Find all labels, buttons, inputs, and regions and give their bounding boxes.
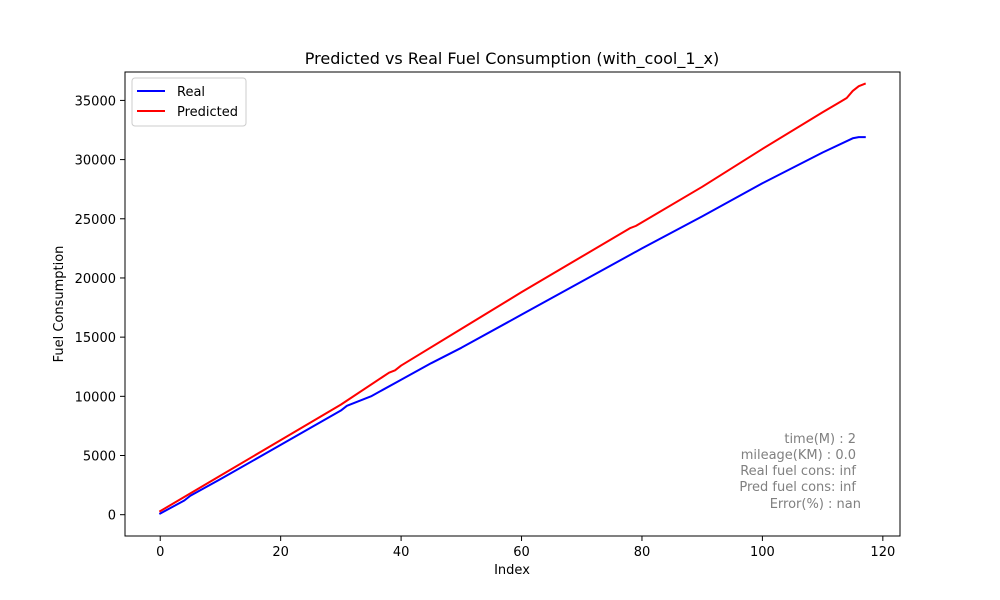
- y-tick-label: 35000: [75, 94, 116, 109]
- series-layer: [158, 82, 867, 515]
- stats-annotation: time(M) : 2 mileage(KM) : 0.0 Real fuel …: [739, 432, 861, 512]
- x-tick-label: 100: [750, 545, 775, 560]
- x-tick-label: 40: [393, 545, 410, 560]
- y-tick-label: 25000: [75, 213, 116, 228]
- x-tick-label: 20: [272, 545, 289, 560]
- y-tick-label: 30000: [75, 154, 116, 169]
- x-tick-label: 60: [513, 545, 530, 560]
- y-tick-label: 15000: [75, 331, 116, 346]
- y-axis-label: Fuel Consumption: [52, 246, 67, 363]
- x-tick-label: 0: [156, 545, 164, 560]
- chart-title: Predicted vs Real Fuel Consumption (with…: [305, 49, 719, 69]
- x-tick-label: 120: [870, 545, 895, 560]
- legend-label-real: Real: [177, 85, 205, 100]
- plot-area-frame: [124, 71, 901, 537]
- series-line-predicted: [158, 82, 867, 513]
- legend-label-predicted: Predicted: [177, 105, 238, 120]
- y-tick-label: 0: [108, 509, 116, 524]
- x-tick-label: 80: [634, 545, 651, 560]
- annotation-time: time(M) : 2: [784, 432, 856, 447]
- x-axis-ticks: 0 20 40 60 80 100 120: [156, 536, 895, 560]
- series-line-real: [158, 136, 866, 515]
- annotation-mileage: mileage(KM) : 0.0: [741, 448, 856, 463]
- y-tick-label: 5000: [83, 450, 116, 465]
- annotation-pred-fuel: Pred fuel cons: inf: [739, 480, 856, 495]
- annotation-error: Error(%) : nan: [770, 497, 861, 512]
- y-axis-ticks: 0 5000 10000 15000 20000 25000 30000 35000: [75, 94, 125, 524]
- y-tick-label: 10000: [75, 390, 116, 405]
- x-axis-label: Index: [494, 563, 530, 578]
- y-tick-label: 20000: [75, 272, 116, 287]
- annotation-real-fuel: Real fuel cons: inf: [740, 464, 856, 479]
- legend: Real Predicted: [131, 77, 247, 127]
